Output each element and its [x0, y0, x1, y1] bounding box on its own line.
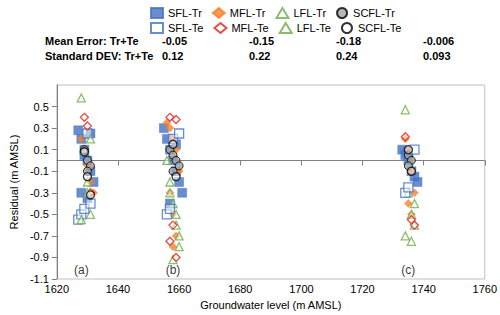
svg-text:-0.1: -0.1: [30, 165, 49, 177]
svg-text:-0.9: -0.9: [30, 251, 49, 263]
svg-text:(c): (c): [401, 263, 415, 277]
svg-text:-0.18: -0.18: [336, 35, 361, 47]
svg-text:-0.7: -0.7: [30, 230, 49, 242]
svg-text:1740: 1740: [411, 283, 435, 295]
svg-text:1680: 1680: [228, 283, 252, 295]
svg-text:LFL-Te: LFL-Te: [297, 22, 331, 34]
svg-text:(b): (b): [166, 263, 181, 277]
svg-text:-0.5: -0.5: [30, 208, 49, 220]
svg-text:-0.006: -0.006: [423, 35, 454, 47]
svg-text:1700: 1700: [289, 283, 313, 295]
svg-text:0.22: 0.22: [249, 50, 270, 62]
svg-text:0.24: 0.24: [336, 50, 358, 62]
svg-text:1640: 1640: [106, 283, 130, 295]
svg-text:1620: 1620: [45, 283, 69, 295]
svg-text:1660: 1660: [167, 283, 191, 295]
svg-text:1760: 1760: [473, 283, 497, 295]
svg-text:Standard DEV: Tr+Te: Standard DEV: Tr+Te: [45, 50, 153, 62]
svg-text:SCFL-Tr: SCFL-Tr: [353, 7, 395, 19]
svg-text:0.5: 0.5: [34, 101, 49, 113]
svg-text:-1.1: -1.1: [29, 273, 49, 285]
svg-text:MFL-Te: MFL-Te: [231, 22, 268, 34]
svg-text:-0.15: -0.15: [249, 35, 274, 47]
svg-text:-0.3: -0.3: [30, 187, 49, 199]
svg-text:Groundwater level (m AMSL): Groundwater level (m AMSL): [200, 299, 341, 311]
svg-text:Mean Error: Tr+Te: Mean Error: Tr+Te: [45, 35, 139, 47]
svg-text:LFL-Tr: LFL-Tr: [293, 7, 326, 19]
svg-text:0.3: 0.3: [34, 122, 49, 134]
svg-text:MFL-Tr: MFL-Tr: [230, 7, 266, 19]
svg-text:SFL-Tr: SFL-Tr: [168, 7, 202, 19]
svg-text:0.12: 0.12: [162, 50, 183, 62]
svg-text:(a): (a): [74, 263, 89, 277]
svg-text:Residual (m AMSL): Residual (m AMSL): [8, 135, 20, 230]
svg-text:0.1: 0.1: [34, 144, 49, 156]
svg-text:SFL-Te: SFL-Te: [168, 22, 203, 34]
svg-text:-0.05: -0.05: [162, 35, 187, 47]
svg-text:1720: 1720: [350, 283, 374, 295]
svg-text:SCFL-Te: SCFL-Te: [358, 22, 401, 34]
svg-text:0.093: 0.093: [423, 50, 451, 62]
